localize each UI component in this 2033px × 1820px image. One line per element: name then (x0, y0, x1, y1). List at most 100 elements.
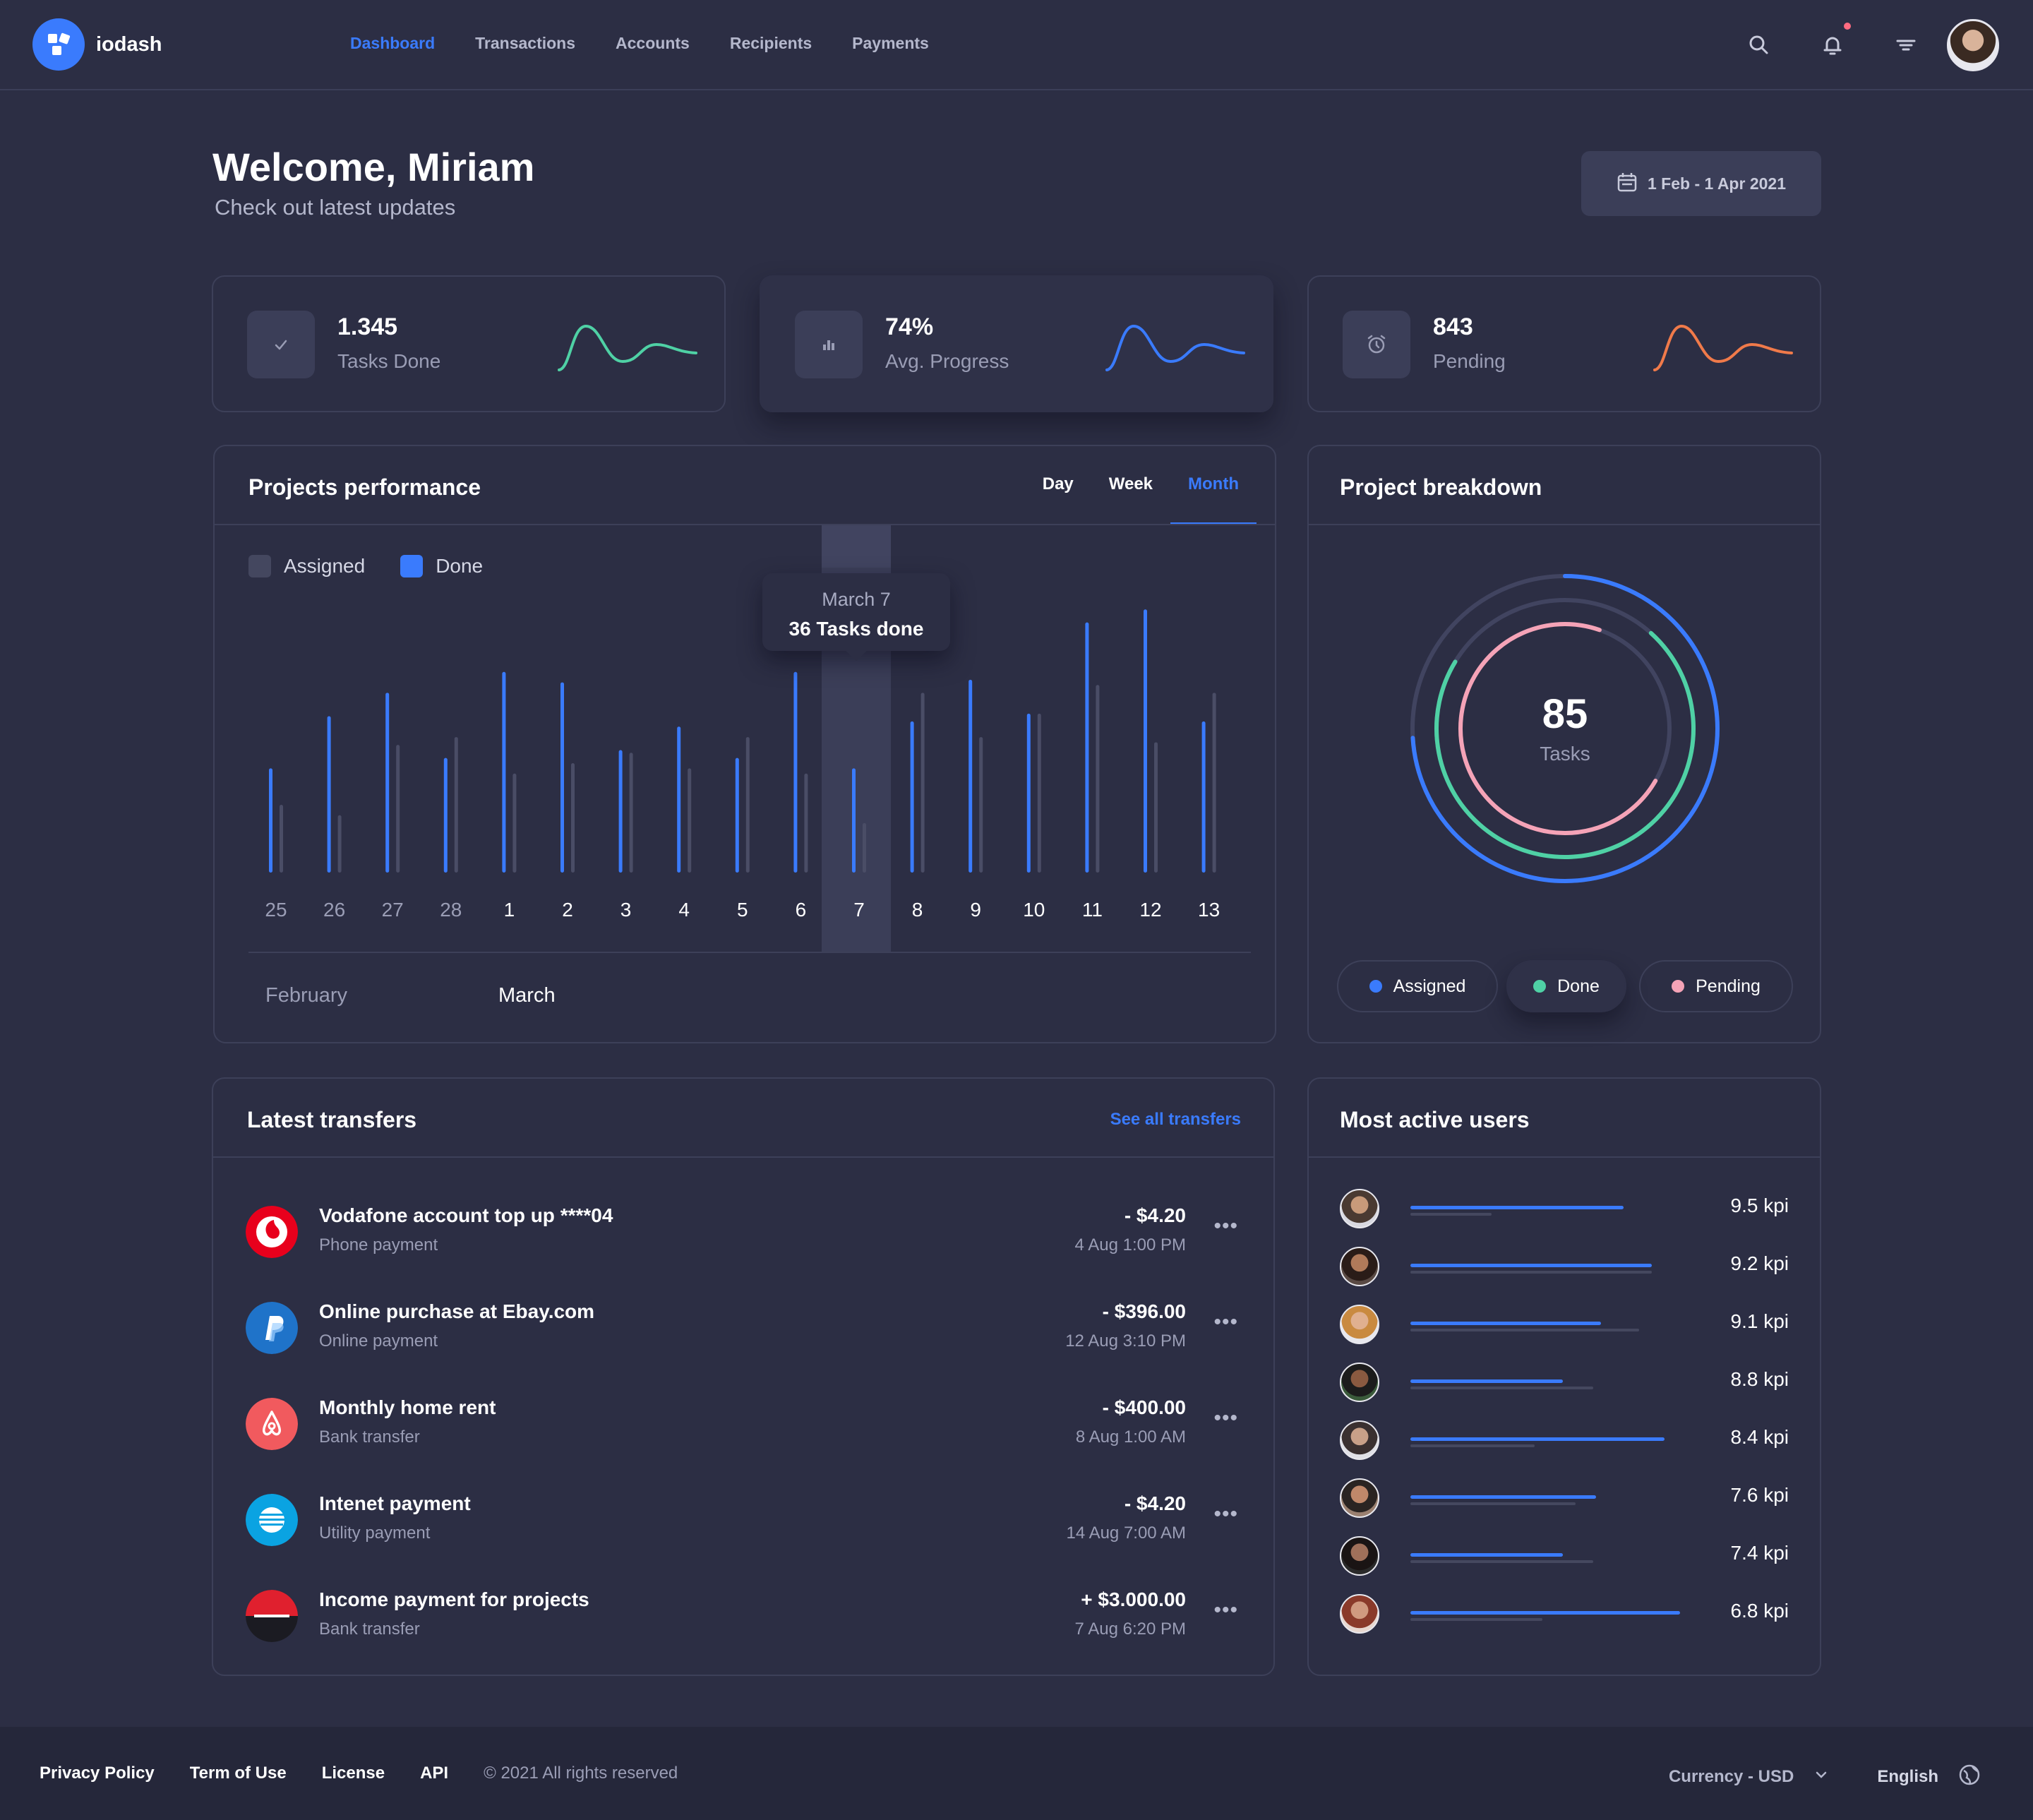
transfer-row[interactable]: Online purchase at Ebay.com Online payme… (213, 1289, 1275, 1374)
bar-done-28[interactable] (443, 758, 448, 873)
transfer-row[interactable]: Monthly home rent Bank transfer - $400.0… (213, 1385, 1275, 1470)
bar-done-2[interactable] (560, 682, 564, 873)
user-avatar[interactable] (1340, 1247, 1379, 1286)
bar-assigned-10[interactable] (1037, 713, 1041, 873)
see-all-transfers-link[interactable]: See all transfers (1110, 1110, 1241, 1129)
user-avatar[interactable] (1340, 1363, 1379, 1402)
bar-done-1[interactable] (502, 671, 506, 873)
user-kpi-value: 9.1 kpi (1730, 1310, 1789, 1332)
bar-done-4[interactable] (677, 726, 681, 873)
nav-recipients[interactable]: Recipients (729, 34, 812, 52)
bar-done-26[interactable] (327, 716, 331, 873)
more-options-icon[interactable]: ••• (1213, 1310, 1238, 1334)
bar-done-11[interactable] (1085, 622, 1089, 873)
x-tick-label: 28 (440, 899, 462, 921)
globe-icon[interactable] (1958, 1764, 1981, 1790)
user-avatar[interactable] (1340, 1305, 1379, 1344)
x-tick-label: 26 (323, 899, 345, 921)
legend-done[interactable]: Done (400, 555, 483, 577)
bar-assigned-8[interactable] (920, 693, 925, 873)
bar-assigned-27[interactable] (396, 745, 400, 873)
ring-center-label: Tasks (1540, 743, 1590, 765)
more-options-icon[interactable]: ••• (1213, 1598, 1238, 1622)
ring-arc-done[interactable] (1384, 547, 1746, 910)
user-avatar[interactable] (1340, 1189, 1379, 1228)
kpi-bar-track (1410, 1560, 1593, 1563)
kpi-bar-track (1410, 1329, 1639, 1331)
footer-link-terms[interactable]: Term of Use (189, 1764, 287, 1783)
chevron-down-icon[interactable] (1813, 1767, 1829, 1786)
legend-pill-assigned[interactable]: Assigned (1337, 960, 1498, 1012)
legend-assigned[interactable]: Assigned (248, 555, 365, 577)
date-range-button[interactable]: 1 Feb - 1 Apr 2021 (1581, 151, 1821, 216)
bar-done-27[interactable] (385, 693, 390, 873)
nav-accounts[interactable]: Accounts (616, 34, 690, 52)
bar-done-25[interactable] (269, 768, 272, 873)
user-row[interactable]: 8.4 kpi (1309, 1413, 1821, 1471)
ring-arc-assigned[interactable] (1410, 574, 1720, 883)
bar-assigned-28[interactable] (454, 737, 458, 873)
ring-arc-pending[interactable] (1422, 586, 1708, 871)
user-avatar[interactable] (1340, 1478, 1379, 1518)
transfer-row[interactable]: Income payment for projects Bank transfe… (213, 1577, 1275, 1662)
filter-icon[interactable] (1892, 31, 1920, 59)
tab-day[interactable]: Day (1042, 474, 1074, 493)
user-avatar[interactable] (1947, 19, 1999, 71)
bar-done-8[interactable] (910, 721, 914, 873)
more-options-icon[interactable]: ••• (1213, 1502, 1238, 1526)
bar-done-10[interactable] (1026, 713, 1031, 873)
user-row[interactable]: 6.8 kpi (1309, 1587, 1821, 1645)
transfer-amount: - $4.20 (1124, 1204, 1186, 1226)
search-icon[interactable] (1745, 31, 1773, 59)
more-options-icon[interactable]: ••• (1213, 1406, 1238, 1430)
footer-link-api[interactable]: API (420, 1764, 449, 1783)
user-row[interactable]: 7.4 kpi (1309, 1529, 1821, 1587)
more-options-icon[interactable]: ••• (1213, 1214, 1238, 1238)
language-selector[interactable]: English (1877, 1766, 1938, 1786)
app-logo[interactable]: iodash (32, 18, 162, 71)
bar-assigned-7[interactable] (863, 822, 866, 873)
bar-assigned-4[interactable] (688, 768, 692, 873)
footer-link-license[interactable]: License (321, 1764, 385, 1783)
bell-icon[interactable] (1818, 31, 1847, 59)
nav-dashboard[interactable]: Dashboard (350, 34, 436, 52)
bar-assigned-3[interactable] (629, 753, 633, 873)
user-avatar[interactable] (1340, 1420, 1379, 1460)
bar-assigned-11[interactable] (1096, 685, 1100, 873)
nav-payments[interactable]: Payments (852, 34, 929, 52)
bar-assigned-6[interactable] (804, 773, 808, 873)
transfer-row[interactable]: Vodafone account top up ****04 Phone pay… (213, 1193, 1275, 1278)
currency-selector[interactable]: Currency - USD (1668, 1766, 1794, 1786)
transfer-amount: - $396.00 (1102, 1300, 1186, 1322)
user-row[interactable]: 9.1 kpi (1309, 1298, 1821, 1355)
bar-done-7[interactable] (852, 768, 856, 873)
ring-center-value: 85 (1542, 691, 1588, 737)
bar-assigned-2[interactable] (571, 762, 575, 873)
bar-assigned-12[interactable] (1154, 742, 1158, 873)
user-row[interactable]: 9.5 kpi (1309, 1182, 1821, 1240)
user-avatar[interactable] (1340, 1536, 1379, 1576)
bar-assigned-25[interactable] (280, 805, 283, 873)
legend-pill-done[interactable]: Done (1506, 960, 1626, 1012)
tab-week[interactable]: Week (1108, 474, 1153, 493)
bar-done-5[interactable] (735, 758, 739, 873)
user-row[interactable]: 9.2 kpi (1309, 1240, 1821, 1298)
user-avatar[interactable] (1340, 1594, 1379, 1634)
legend-pill-pending[interactable]: Pending (1639, 960, 1793, 1012)
bar-assigned-5[interactable] (745, 737, 750, 873)
bar-done-6[interactable] (793, 671, 798, 873)
nav-transactions[interactable]: Transactions (475, 34, 576, 52)
bar-done-13[interactable] (1201, 721, 1206, 873)
bar-assigned-26[interactable] (337, 815, 342, 873)
transfer-row[interactable]: Intenet payment Utility payment - $4.20 … (213, 1481, 1275, 1566)
sparkline-avg-progress (1105, 324, 1245, 371)
bar-assigned-13[interactable] (1212, 693, 1216, 873)
bar-assigned-9[interactable] (979, 737, 983, 873)
bar-done-3[interactable] (618, 750, 623, 873)
user-row[interactable]: 7.6 kpi (1309, 1471, 1821, 1529)
bar-done-12[interactable] (1144, 609, 1147, 873)
user-row[interactable]: 8.8 kpi (1309, 1355, 1821, 1413)
bar-assigned-1[interactable] (512, 773, 517, 873)
footer-link-privacy[interactable]: Privacy Policy (40, 1764, 155, 1783)
bar-done-9[interactable] (968, 679, 973, 873)
